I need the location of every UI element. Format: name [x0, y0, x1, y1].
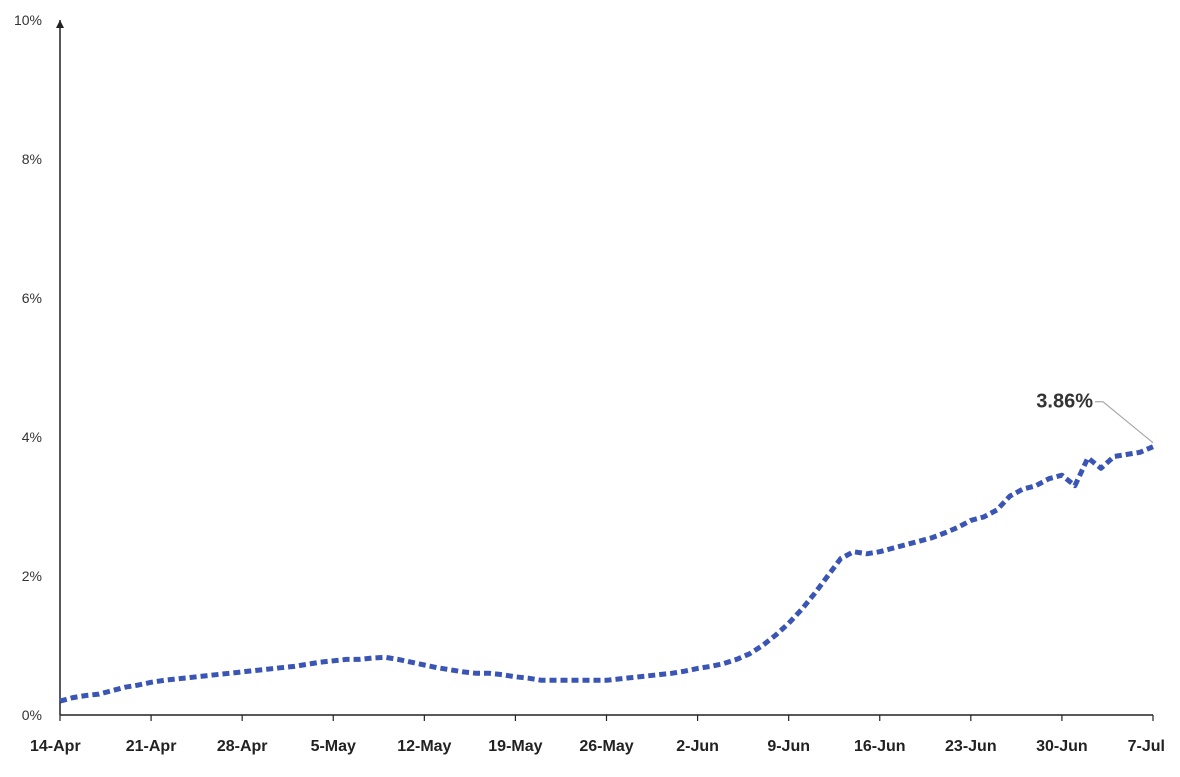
series-line — [59, 444, 1154, 704]
y-tick-label: 8% — [22, 151, 42, 167]
x-tick-label: 14-Apr — [30, 738, 81, 755]
x-tick-label: 12-May — [397, 738, 451, 755]
x-tick-label: 9-Jun — [767, 738, 810, 755]
y-axis-arrow — [56, 20, 64, 28]
annotation-label: 3.86% — [1036, 391, 1093, 413]
y-tick-label: 10% — [14, 12, 42, 28]
x-tick-label: 28-Apr — [217, 738, 268, 755]
y-tick-label: 0% — [22, 707, 42, 723]
x-tick-label: 21-Apr — [126, 738, 177, 755]
x-tick-label: 16-Jun — [854, 738, 906, 755]
y-tick-label: 6% — [22, 290, 42, 306]
y-tick-label: 2% — [22, 568, 42, 584]
x-tick-label: 30-Jun — [1036, 738, 1088, 755]
x-tick-label: 2-Jun — [676, 738, 719, 755]
annotation-leader-line — [1095, 401, 1154, 444]
x-tick-label: 5-May — [311, 738, 356, 755]
x-tick-label: 7-Jul — [1128, 738, 1165, 755]
x-tick-label: 26-May — [579, 738, 633, 755]
y-tick-label: 4% — [22, 429, 42, 445]
x-tick-label: 23-Jun — [945, 738, 997, 755]
x-tick-label: 19-May — [488, 738, 542, 755]
